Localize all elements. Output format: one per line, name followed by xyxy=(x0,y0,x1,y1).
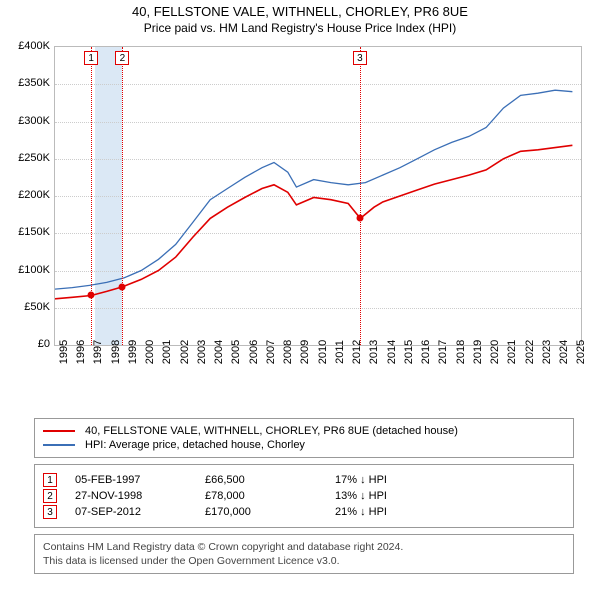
attribution-box: Contains HM Land Registry data © Crown c… xyxy=(34,534,574,574)
chart-lines xyxy=(55,47,581,345)
y-tick-label: £150K xyxy=(2,226,50,238)
attribution-line2: This data is licensed under the Open Gov… xyxy=(43,554,565,568)
transaction-date: 27-NOV-1998 xyxy=(75,490,205,502)
transaction-price: £66,500 xyxy=(205,474,335,486)
transaction-diff: 17% ↓ HPI xyxy=(335,474,387,486)
y-tick-label: £400K xyxy=(2,40,50,52)
x-tick-label: 2004 xyxy=(213,340,225,364)
x-tick-label: 2014 xyxy=(386,340,398,364)
x-tick-label: 2021 xyxy=(506,340,518,364)
y-tick-label: £250K xyxy=(2,152,50,164)
chart-title-address: 40, FELLSTONE VALE, WITHNELL, CHORLEY, P… xyxy=(0,4,600,19)
transaction-diff: 13% ↓ HPI xyxy=(335,490,387,502)
x-tick-label: 2000 xyxy=(144,340,156,364)
x-tick-label: 2019 xyxy=(472,340,484,364)
transaction-date: 05-FEB-1997 xyxy=(75,474,205,486)
x-tick-label: 2013 xyxy=(368,340,380,364)
transaction-date: 07-SEP-2012 xyxy=(75,506,205,518)
y-tick-label: £50K xyxy=(2,301,50,313)
marker-line xyxy=(360,47,361,345)
x-tick-label: 2016 xyxy=(420,340,432,364)
marker-line xyxy=(122,47,123,345)
marker-label: 1 xyxy=(84,51,98,65)
chart-area: 1 2 3 £0 £50K £100K £150K £200K £250K £300K £350K… xyxy=(0,40,600,410)
x-tick-label: 2002 xyxy=(179,340,191,364)
legend-swatch xyxy=(43,444,75,446)
y-tick-label: £100K xyxy=(2,264,50,276)
x-tick-label: 2009 xyxy=(299,340,311,364)
marker-dot xyxy=(119,283,126,290)
x-tick-label: 2017 xyxy=(437,340,449,364)
x-tick-label: 2011 xyxy=(334,340,346,364)
y-tick-label: £350K xyxy=(2,77,50,89)
x-tick-label: 2024 xyxy=(558,340,570,364)
legend-and-tables: 40, FELLSTONE VALE, WITHNELL, CHORLEY, P… xyxy=(34,418,574,574)
y-tick-label: £200K xyxy=(2,189,50,201)
marker-line xyxy=(91,47,92,345)
x-tick-label: 2007 xyxy=(265,340,277,364)
x-tick-label: 2015 xyxy=(403,340,415,364)
legend-label: HPI: Average price, detached house, Chor… xyxy=(85,439,305,451)
transaction-row: 3 07-SEP-2012£170,00021% ↓ HPI xyxy=(43,505,565,519)
x-tick-label: 1997 xyxy=(92,340,104,364)
x-tick-label: 1996 xyxy=(75,340,87,364)
chart-title-subtitle: Price paid vs. HM Land Registry's House … xyxy=(0,21,600,35)
x-tick-label: 2023 xyxy=(541,340,553,364)
transaction-price: £170,000 xyxy=(205,506,335,518)
x-tick-label: 2008 xyxy=(282,340,294,364)
attribution-line1: Contains HM Land Registry data © Crown c… xyxy=(43,540,565,554)
transaction-marker: 1 xyxy=(43,473,57,487)
transaction-price: £78,000 xyxy=(205,490,335,502)
x-tick-label: 2020 xyxy=(489,340,501,364)
x-tick-label: 2025 xyxy=(575,340,587,364)
marker-label: 3 xyxy=(353,51,367,65)
marker-dot xyxy=(356,215,363,222)
x-tick-label: 1999 xyxy=(127,340,139,364)
plot-area: 1 2 3 xyxy=(54,46,582,346)
y-tick-label: £0 xyxy=(2,338,50,350)
transaction-diff: 21% ↓ HPI xyxy=(335,506,387,518)
chart-title-block: 40, FELLSTONE VALE, WITHNELL, CHORLEY, P… xyxy=(0,0,600,37)
legend-row: 40, FELLSTONE VALE, WITHNELL, CHORLEY, P… xyxy=(43,425,565,437)
marker-dot xyxy=(88,292,95,299)
transaction-marker: 3 xyxy=(43,505,57,519)
legend-label: 40, FELLSTONE VALE, WITHNELL, CHORLEY, P… xyxy=(85,425,458,437)
transaction-marker: 2 xyxy=(43,489,57,503)
transaction-row: 1 05-FEB-1997£66,50017% ↓ HPI xyxy=(43,473,565,487)
series-hpi xyxy=(55,90,572,289)
x-tick-label: 2018 xyxy=(455,340,467,364)
x-tick-label: 2001 xyxy=(161,340,173,364)
x-tick-label: 2003 xyxy=(196,340,208,364)
transaction-row: 2 27-NOV-1998£78,00013% ↓ HPI xyxy=(43,489,565,503)
series-property xyxy=(55,145,572,298)
x-tick-label: 2012 xyxy=(351,340,363,364)
y-tick-label: £300K xyxy=(2,115,50,127)
legend-box: 40, FELLSTONE VALE, WITHNELL, CHORLEY, P… xyxy=(34,418,574,458)
transactions-box: 1 05-FEB-1997£66,50017% ↓ HPI 2 27-NOV-1998… xyxy=(34,464,574,528)
x-tick-label: 2010 xyxy=(317,340,329,364)
x-tick-label: 2005 xyxy=(230,340,242,364)
x-tick-label: 1998 xyxy=(110,340,122,364)
x-tick-label: 2006 xyxy=(248,340,260,364)
marker-label: 2 xyxy=(115,51,129,65)
x-tick-label: 2022 xyxy=(524,340,536,364)
legend-swatch xyxy=(43,430,75,432)
x-tick-label: 1995 xyxy=(58,340,70,364)
legend-row: HPI: Average price, detached house, Chor… xyxy=(43,439,565,451)
